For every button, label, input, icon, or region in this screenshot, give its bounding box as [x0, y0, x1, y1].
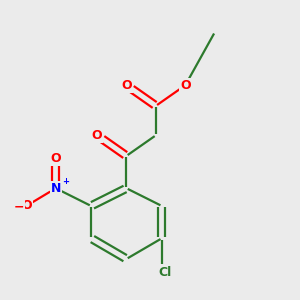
- Text: +: +: [63, 177, 70, 186]
- Text: O: O: [121, 79, 132, 92]
- Text: N: N: [51, 182, 61, 195]
- Text: O: O: [21, 200, 32, 212]
- Text: Cl: Cl: [158, 266, 171, 279]
- Text: O: O: [180, 79, 190, 92]
- Text: −: −: [14, 201, 24, 214]
- Text: O: O: [50, 152, 61, 165]
- Text: O: O: [92, 129, 102, 142]
